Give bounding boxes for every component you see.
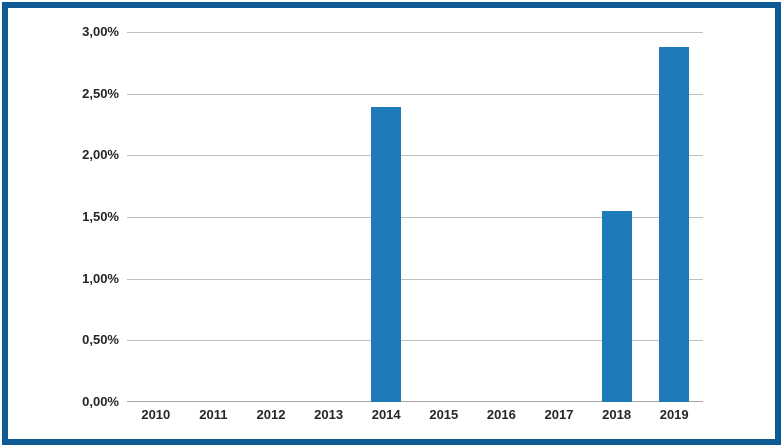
x-tick-label: 2019 [659, 407, 689, 422]
x-tick-label: 2016 [486, 407, 516, 422]
bar-2014 [371, 107, 401, 402]
plot-area [127, 32, 703, 402]
gridline [127, 94, 703, 95]
y-tick-label: 0,00% [82, 394, 119, 409]
x-tick-label: 2012 [256, 407, 286, 422]
y-tick-label: 2,50% [82, 85, 119, 101]
x-tick-label: 2014 [371, 407, 401, 422]
y-tick-label: 3,00% [82, 24, 119, 39]
x-axis-labels: 2010 2011 2012 2013 2014 2015 2016 2017 2018 2019 [127, 408, 703, 428]
bar-2019 [659, 47, 689, 402]
x-tick-label: 2011 [199, 407, 228, 422]
gridline [127, 155, 703, 156]
x-tick-label: 2017 [544, 407, 574, 422]
x-tick-label: 2010 [141, 407, 171, 422]
x-tick-label: 2015 [429, 407, 459, 422]
y-tick-label: 0,50% [82, 332, 119, 348]
bar-2018 [602, 211, 632, 402]
x-tick-label: 2018 [602, 407, 632, 422]
y-tick-label: 1,50% [82, 209, 119, 224]
gridline [127, 340, 703, 341]
gridline [127, 217, 703, 218]
y-tick-label: 1,00% [82, 270, 119, 286]
gridline [127, 32, 703, 33]
x-axis-line [127, 401, 703, 402]
y-axis-labels: 0,00% 0,50% 1,00% 1,50% 2,00% 2,50% 3,00% [0, 0, 119, 448]
y-tick-label: 2,00% [82, 147, 119, 163]
gridline [127, 279, 703, 280]
x-tick-label: 2013 [314, 407, 344, 422]
